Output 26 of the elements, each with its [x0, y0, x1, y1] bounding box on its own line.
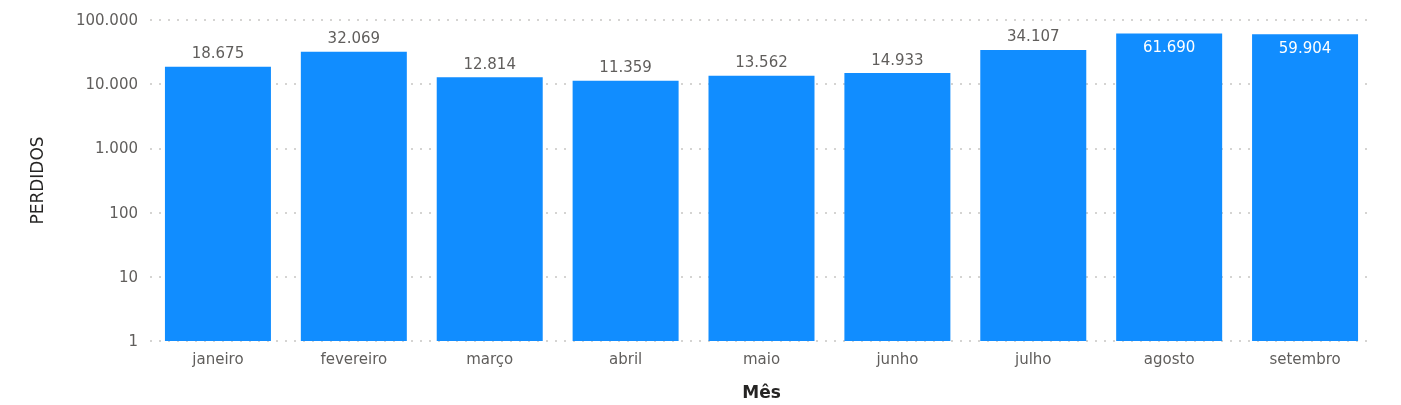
x-tick-label: agosto: [1143, 349, 1195, 368]
data-label: 32.069: [327, 29, 381, 48]
data-label: 13.562: [735, 53, 788, 72]
y-tick-label: 10.000: [85, 75, 138, 94]
data-label: 59.904: [1278, 38, 1332, 57]
data-label: 11.359: [599, 58, 652, 77]
x-tick-label: janeiro: [191, 349, 244, 368]
x-tick-label: abril: [609, 349, 643, 368]
y-tick-label: 1.000: [95, 139, 138, 158]
data-label: 18.675: [191, 44, 245, 63]
x-axis-title: Mês: [742, 381, 781, 402]
x-tick-label: julho: [1014, 349, 1052, 368]
x-tick-label: março: [466, 349, 514, 368]
data-label: 14.933: [871, 50, 924, 69]
x-tick-label: maio: [742, 349, 781, 368]
y-tick-label: 100.000: [75, 11, 138, 29]
x-tick-label: junho: [875, 349, 919, 368]
y-tick-label: 10: [118, 267, 138, 286]
y-axis-title: PERDIDOS: [26, 136, 47, 225]
data-label: 61.690: [1142, 37, 1196, 56]
data-label: 34.107: [1007, 27, 1060, 46]
x-tick-label: fevereiro: [320, 349, 388, 368]
y-tick-label: 100: [109, 203, 138, 222]
x-tick-label: setembro: [1269, 349, 1341, 368]
y-tick-label: 1: [128, 332, 138, 350]
data-label: 12.814: [463, 54, 516, 73]
